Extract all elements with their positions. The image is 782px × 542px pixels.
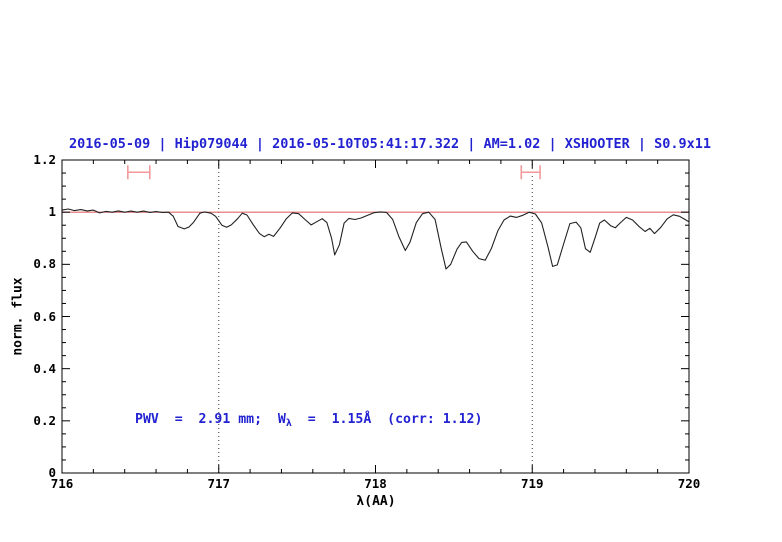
x-axis-label: λ(AA) (356, 494, 396, 509)
y-tick-label: 1.2 (33, 152, 56, 167)
x-tick-label: 720 (677, 476, 701, 491)
pwv-annotation: PWV = 2.91 mm; Wλ = 1.15Å (corr: 1.12) (135, 412, 482, 429)
y-tick-label: 0.8 (33, 256, 56, 272)
x-tick-label: 719 (520, 476, 544, 491)
plot-title: 2016-05-09 | Hip079044 | 2016-05-10T05:4… (68, 136, 712, 152)
x-tick-label: 717 (207, 476, 231, 491)
pwv-annotation-prefix: PWV = 2.91 mm; W (135, 412, 286, 427)
x-tick-label: 716 (50, 476, 74, 491)
y-tick-label: 0.2 (33, 412, 56, 428)
pwv-annotation-suffix: = 1.15Å (corr: 1.12) (291, 412, 483, 427)
y-tick-label: 0 (48, 465, 56, 480)
x-tick-label: 718 (364, 476, 387, 491)
y-tick-label: 0.4 (33, 360, 56, 376)
y-tick-label: 1 (48, 204, 56, 220)
pwv-annotation-lambda-subscript: λ (285, 418, 292, 429)
y-tick-label: 0.6 (33, 308, 56, 324)
